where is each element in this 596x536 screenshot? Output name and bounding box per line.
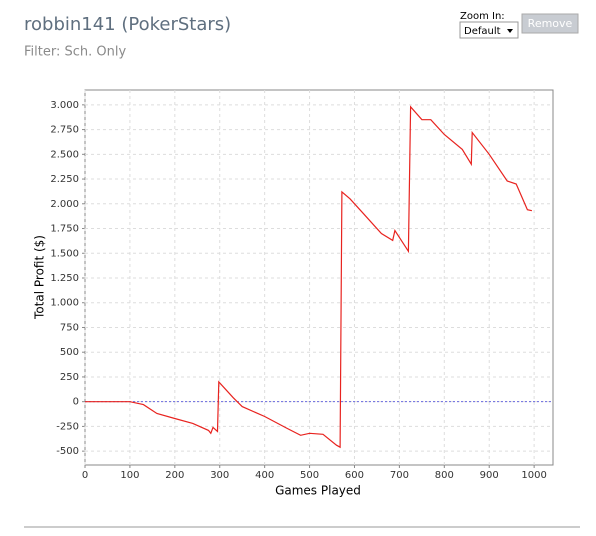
zoom-label: Zoom In: [460, 11, 505, 22]
x-tick-label: 100 [120, 470, 139, 481]
x-axis-label: Games Played [275, 484, 361, 498]
x-tick-label: 200 [165, 470, 184, 481]
y-tick-label: 250 [60, 372, 79, 383]
x-tick-label: 900 [480, 470, 499, 481]
x-tick-label: 0 [82, 470, 88, 481]
y-tick-label: 1.500 [50, 248, 79, 259]
select-box[interactable] [459, 21, 519, 39]
x-tick-label: 700 [390, 470, 409, 481]
x-tick-label: 600 [345, 470, 364, 481]
y-tick-label: 750 [60, 322, 79, 333]
y-tick-label: 500 [60, 347, 79, 358]
y-tick-label: 3.000 [50, 100, 79, 111]
filter: Filter: Sch. Only [24, 45, 126, 60]
y-tick-label: -250 [56, 421, 79, 432]
x-tick-label: 800 [435, 470, 454, 481]
y-tick-label: 2.000 [50, 199, 79, 210]
button-label[interactable]: Remove [528, 17, 573, 30]
data-line [85, 105, 533, 449]
y-tick-label: 1.750 [50, 224, 79, 235]
remove-button[interactable]: Remove [521, 13, 579, 34]
zoom-select[interactable]: Default [459, 21, 519, 39]
x-tick-label: 500 [300, 470, 319, 481]
y-tick-label: 2.750 [50, 125, 79, 136]
y-tick-label: 0 [73, 397, 79, 408]
select-value[interactable]: Default [464, 26, 501, 37]
button-bg[interactable] [521, 13, 579, 34]
title: robbin141 (PokerStars) [24, 14, 231, 35]
y-tick-label: -500 [56, 446, 79, 457]
y-axis-label: Total Profit ($) [33, 235, 47, 320]
select-arrow [507, 29, 513, 33]
x-tick-label: 400 [255, 470, 274, 481]
x-tick-label: 1000 [521, 470, 546, 481]
x-tick-label: 300 [210, 470, 229, 481]
y-tick-label: 1.000 [50, 298, 79, 309]
y-tick-label: 2.250 [50, 174, 79, 185]
y-tick-label: 2.500 [50, 149, 79, 160]
y-tick-label: 1.250 [50, 273, 79, 284]
